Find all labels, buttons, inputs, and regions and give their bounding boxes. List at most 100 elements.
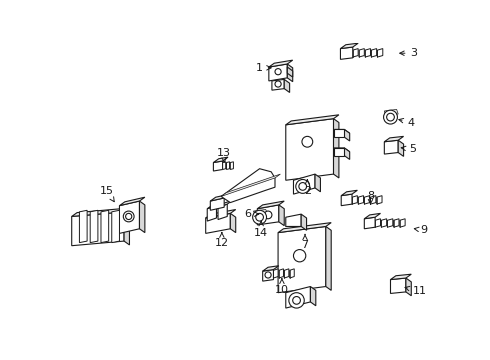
Polygon shape <box>279 205 284 226</box>
Text: 12: 12 <box>215 233 229 248</box>
Circle shape <box>296 180 310 193</box>
Polygon shape <box>140 201 145 233</box>
Polygon shape <box>287 64 293 82</box>
Polygon shape <box>341 47 353 59</box>
Polygon shape <box>344 130 350 141</box>
Text: 4: 4 <box>399 117 415 127</box>
Polygon shape <box>101 210 109 243</box>
Polygon shape <box>221 169 275 203</box>
Circle shape <box>125 213 132 220</box>
Circle shape <box>384 110 397 124</box>
Polygon shape <box>311 287 316 306</box>
Polygon shape <box>370 195 376 204</box>
Polygon shape <box>90 210 98 243</box>
Text: 13: 13 <box>217 148 231 162</box>
Polygon shape <box>273 269 278 278</box>
Text: 7: 7 <box>301 234 309 250</box>
Polygon shape <box>79 210 87 243</box>
Polygon shape <box>334 130 350 133</box>
Polygon shape <box>284 80 290 93</box>
Text: 5: 5 <box>401 144 416 154</box>
Polygon shape <box>263 270 273 281</box>
Polygon shape <box>226 162 229 170</box>
Polygon shape <box>214 157 228 163</box>
Text: 10: 10 <box>275 279 289 294</box>
Polygon shape <box>294 174 315 194</box>
Polygon shape <box>112 210 120 243</box>
Polygon shape <box>301 214 307 230</box>
Polygon shape <box>334 148 344 156</box>
Polygon shape <box>334 148 350 152</box>
Polygon shape <box>206 213 230 233</box>
Text: 3: 3 <box>400 48 417 58</box>
Polygon shape <box>207 206 217 221</box>
Polygon shape <box>287 67 293 77</box>
Text: 15: 15 <box>100 186 114 202</box>
Text: 8: 8 <box>367 191 374 204</box>
Polygon shape <box>72 212 124 246</box>
Circle shape <box>289 293 304 308</box>
Polygon shape <box>284 269 289 278</box>
Circle shape <box>387 113 394 121</box>
Polygon shape <box>334 119 339 178</box>
Polygon shape <box>375 219 381 227</box>
Polygon shape <box>286 214 301 226</box>
Circle shape <box>265 272 271 278</box>
Polygon shape <box>365 213 381 219</box>
Circle shape <box>293 297 300 304</box>
Polygon shape <box>210 194 229 201</box>
Polygon shape <box>124 212 129 245</box>
Text: 2: 2 <box>304 180 311 196</box>
Polygon shape <box>400 219 405 227</box>
Polygon shape <box>218 204 227 220</box>
Polygon shape <box>391 274 411 280</box>
Text: 1: 1 <box>256 63 271 73</box>
Polygon shape <box>206 210 236 218</box>
Polygon shape <box>365 217 375 229</box>
Polygon shape <box>377 49 383 57</box>
Polygon shape <box>365 49 370 57</box>
Polygon shape <box>388 219 393 227</box>
Polygon shape <box>371 49 377 57</box>
Circle shape <box>302 136 313 147</box>
Polygon shape <box>221 174 280 197</box>
Text: 14: 14 <box>254 221 268 238</box>
Polygon shape <box>344 148 350 159</box>
Polygon shape <box>358 195 364 204</box>
Circle shape <box>253 210 267 224</box>
Polygon shape <box>263 266 279 271</box>
Polygon shape <box>269 64 287 81</box>
Polygon shape <box>257 205 279 225</box>
Polygon shape <box>384 109 398 116</box>
Polygon shape <box>253 210 268 216</box>
Circle shape <box>275 69 281 75</box>
Text: 6: 6 <box>244 209 259 219</box>
Polygon shape <box>393 219 399 227</box>
Text: 9: 9 <box>414 225 428 235</box>
Polygon shape <box>257 201 284 209</box>
Polygon shape <box>381 219 387 227</box>
Circle shape <box>264 211 272 219</box>
Polygon shape <box>120 197 145 206</box>
Polygon shape <box>286 222 307 226</box>
Circle shape <box>123 211 134 222</box>
Polygon shape <box>341 190 357 195</box>
Polygon shape <box>286 287 311 308</box>
Circle shape <box>275 81 281 87</box>
Polygon shape <box>286 119 334 180</box>
Polygon shape <box>398 140 404 156</box>
Polygon shape <box>353 49 358 57</box>
Polygon shape <box>272 80 284 90</box>
Polygon shape <box>210 198 224 210</box>
Polygon shape <box>230 213 236 233</box>
Polygon shape <box>384 136 404 142</box>
Polygon shape <box>384 140 398 154</box>
Circle shape <box>299 183 307 190</box>
Polygon shape <box>72 208 129 216</box>
Polygon shape <box>120 201 140 233</box>
Polygon shape <box>207 202 222 209</box>
Polygon shape <box>230 162 233 170</box>
Circle shape <box>256 213 264 221</box>
Polygon shape <box>341 43 358 49</box>
Polygon shape <box>218 200 233 207</box>
